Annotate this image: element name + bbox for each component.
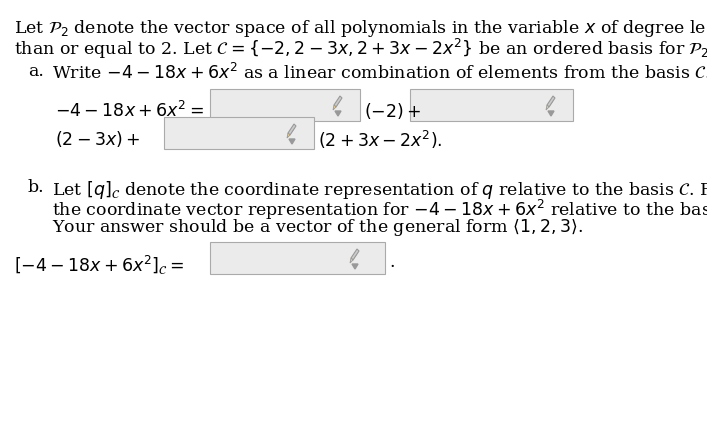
Text: Write $-4-18x+6x^2$ as a linear combination of elements from the basis $\mathcal: Write $-4-18x+6x^2$ as a linear combinat… [52,63,707,83]
Text: a.: a. [28,63,44,80]
FancyBboxPatch shape [410,89,573,121]
Polygon shape [335,111,341,116]
Polygon shape [334,96,342,107]
Text: the coordinate vector representation for $-4-18x+6x^2$ relative to the basis $\m: the coordinate vector representation for… [52,198,707,222]
Text: than or equal to 2. Let $\mathcal{C} = \{-2, 2-3x, 2+3x-2x^2\}$ be an ordered ba: than or equal to 2. Let $\mathcal{C} = \… [14,37,707,61]
Polygon shape [546,105,549,110]
Text: b.: b. [28,179,45,196]
Polygon shape [547,96,555,107]
Polygon shape [351,249,359,260]
FancyBboxPatch shape [210,242,385,274]
Text: Your answer should be a vector of the general form $\langle 1,2,3\rangle$.: Your answer should be a vector of the ge… [52,217,583,238]
Polygon shape [289,139,295,144]
Polygon shape [548,111,554,116]
Text: $(2-3x)+$: $(2-3x)+$ [55,129,141,149]
Text: .: . [389,254,395,271]
Text: Let $\mathcal{P}_2$ denote the vector space of all polynomials in the variable $: Let $\mathcal{P}_2$ denote the vector sp… [14,18,707,39]
Polygon shape [352,264,358,269]
Text: $-4-18x+6x^2 =$: $-4-18x+6x^2 =$ [55,101,204,121]
Polygon shape [287,133,290,138]
Text: Let $[q]_\mathcal{C}$ denote the coordinate representation of $q$ relative to th: Let $[q]_\mathcal{C}$ denote the coordin… [52,179,707,201]
Polygon shape [350,258,353,263]
Polygon shape [288,124,296,135]
Polygon shape [333,105,336,110]
Text: $(-2)+$: $(-2)+$ [364,101,421,121]
Text: $(2+3x-2x^2).$: $(2+3x-2x^2).$ [318,129,443,151]
FancyBboxPatch shape [210,89,360,121]
Text: $[-4-18x+6x^2]_\mathcal{C} =$: $[-4-18x+6x^2]_\mathcal{C} =$ [14,254,185,277]
FancyBboxPatch shape [164,117,314,149]
